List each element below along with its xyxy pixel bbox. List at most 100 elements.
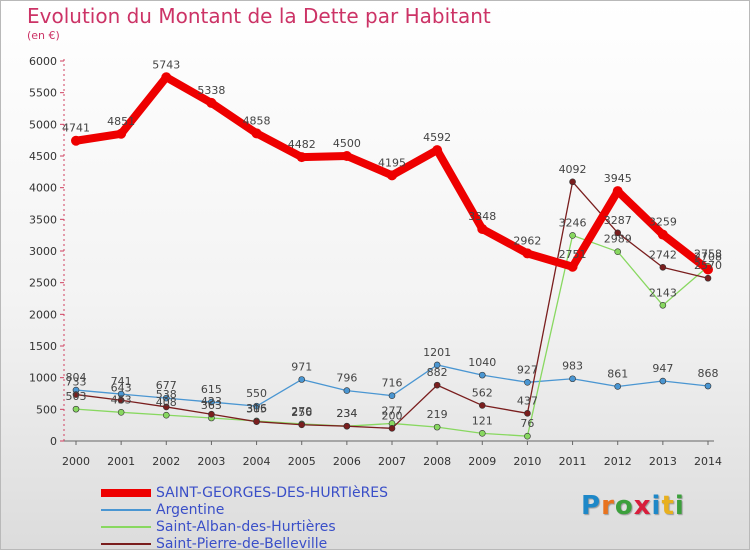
data-label: 4851: [107, 115, 135, 128]
data-point: [433, 361, 441, 369]
y-tick-label: 5500: [29, 87, 57, 100]
data-point: [117, 409, 125, 416]
data-label: 4592: [423, 131, 451, 144]
axes: 0 500 1000 1500 2000 2500 3000 3500 4000 4500 5000…: [29, 55, 722, 468]
proxiti-logo: Proxiti: [581, 491, 685, 521]
data-label: 305: [246, 403, 267, 416]
x-tick-label: 2014: [694, 455, 722, 468]
data-point: [162, 411, 170, 419]
data-point: [116, 128, 127, 139]
y-tick-label: 1500: [29, 340, 57, 353]
data-label: 2962: [513, 234, 541, 247]
data-point: [659, 377, 667, 385]
y-tick-label: 4000: [29, 182, 57, 195]
data-point: [296, 152, 307, 163]
data-label: 4195: [378, 156, 406, 169]
data-point: [704, 274, 712, 282]
data-point: [253, 418, 260, 425]
legend-label: Argentine: [156, 502, 225, 518]
data-label: 4858: [243, 114, 271, 127]
data-label: 121: [472, 414, 493, 427]
data-label: 615: [201, 383, 222, 396]
data-label: 716: [382, 377, 403, 390]
data-point: [478, 402, 486, 409]
data-point: [387, 170, 397, 181]
data-label: 5338: [197, 84, 225, 97]
data-label: 76: [520, 417, 534, 430]
x-tick-label: 2005: [288, 455, 316, 468]
data-point: [251, 128, 262, 139]
data-point: [614, 229, 622, 237]
logo-letter: P: [581, 491, 602, 521]
data-label: 927: [517, 363, 538, 376]
data-label: 2570: [694, 259, 722, 272]
data-label: 804: [66, 371, 87, 384]
x-tick-label: 2001: [107, 455, 135, 468]
logo-letter: x: [633, 491, 652, 521]
data-label: 408: [156, 396, 177, 409]
x-tick-label: 2004: [243, 455, 271, 468]
data-point: [162, 403, 170, 411]
x-tick-label: 2010: [513, 455, 541, 468]
data-label: 5743: [152, 58, 180, 71]
data-label: 947: [652, 362, 673, 375]
y-tick-label: 2000: [29, 308, 57, 321]
data-label: 4092: [559, 163, 587, 176]
data-point: [477, 223, 488, 234]
y-tick-label: 3000: [29, 245, 57, 258]
data-point: [703, 264, 713, 275]
x-tick-label: 2008: [423, 455, 451, 468]
x-tick-label: 2002: [152, 455, 180, 468]
data-point: [524, 410, 531, 417]
data-label: 861: [607, 367, 628, 380]
legend-swatch: [101, 526, 151, 528]
data-point: [569, 178, 576, 186]
data-label: 234: [336, 407, 357, 420]
data-label: 219: [427, 408, 448, 421]
data-label: 983: [562, 360, 583, 373]
data-label: 270: [291, 405, 312, 418]
y-tick-label: 0: [50, 435, 57, 448]
legend-swatch: [101, 509, 151, 511]
data-point: [162, 394, 170, 402]
data-point: [343, 387, 351, 394]
data-point: [72, 391, 80, 398]
data-label: 503: [66, 390, 87, 403]
data-point: [433, 381, 441, 389]
data-point: [569, 232, 576, 239]
data-point: [524, 432, 531, 440]
data-label: 677: [156, 379, 177, 392]
legend-swatch: [101, 489, 151, 497]
data-label: 1040: [468, 356, 496, 369]
data-label: 1201: [423, 346, 451, 359]
data-label: 200: [382, 409, 403, 422]
data-label: 3945: [604, 172, 632, 185]
y-tick-label: 5000: [29, 118, 57, 131]
y-tick-label: 6000: [29, 55, 57, 68]
data-point: [704, 382, 712, 390]
x-tick-label: 2006: [333, 455, 361, 468]
data-point: [659, 264, 667, 271]
x-tick-label: 2000: [62, 455, 90, 468]
data-point: [614, 383, 622, 390]
data-point: [478, 430, 486, 437]
data-label: 643: [111, 381, 132, 394]
x-tick-label: 2012: [604, 455, 632, 468]
x-tick-label: 2009: [468, 455, 496, 468]
data-label: 4500: [333, 137, 361, 150]
data-point: [388, 392, 396, 399]
data-point: [659, 301, 667, 309]
data-label: 550: [246, 387, 267, 400]
data-point: [343, 422, 351, 430]
data-label: 453: [111, 393, 132, 406]
y-tick-label: 4500: [29, 150, 57, 163]
data-point: [478, 371, 486, 379]
data-label: 2758: [694, 247, 722, 260]
line-chart: 0 500 1000 1500 2000 2500 3000 3500 4000 4500 5000…: [29, 55, 722, 468]
logo-letter: r: [601, 491, 615, 521]
y-tick-label: 500: [36, 403, 57, 416]
data-label: 2742: [649, 248, 677, 261]
y-tick-label: 1000: [29, 372, 57, 385]
data-label: 277: [382, 404, 403, 417]
